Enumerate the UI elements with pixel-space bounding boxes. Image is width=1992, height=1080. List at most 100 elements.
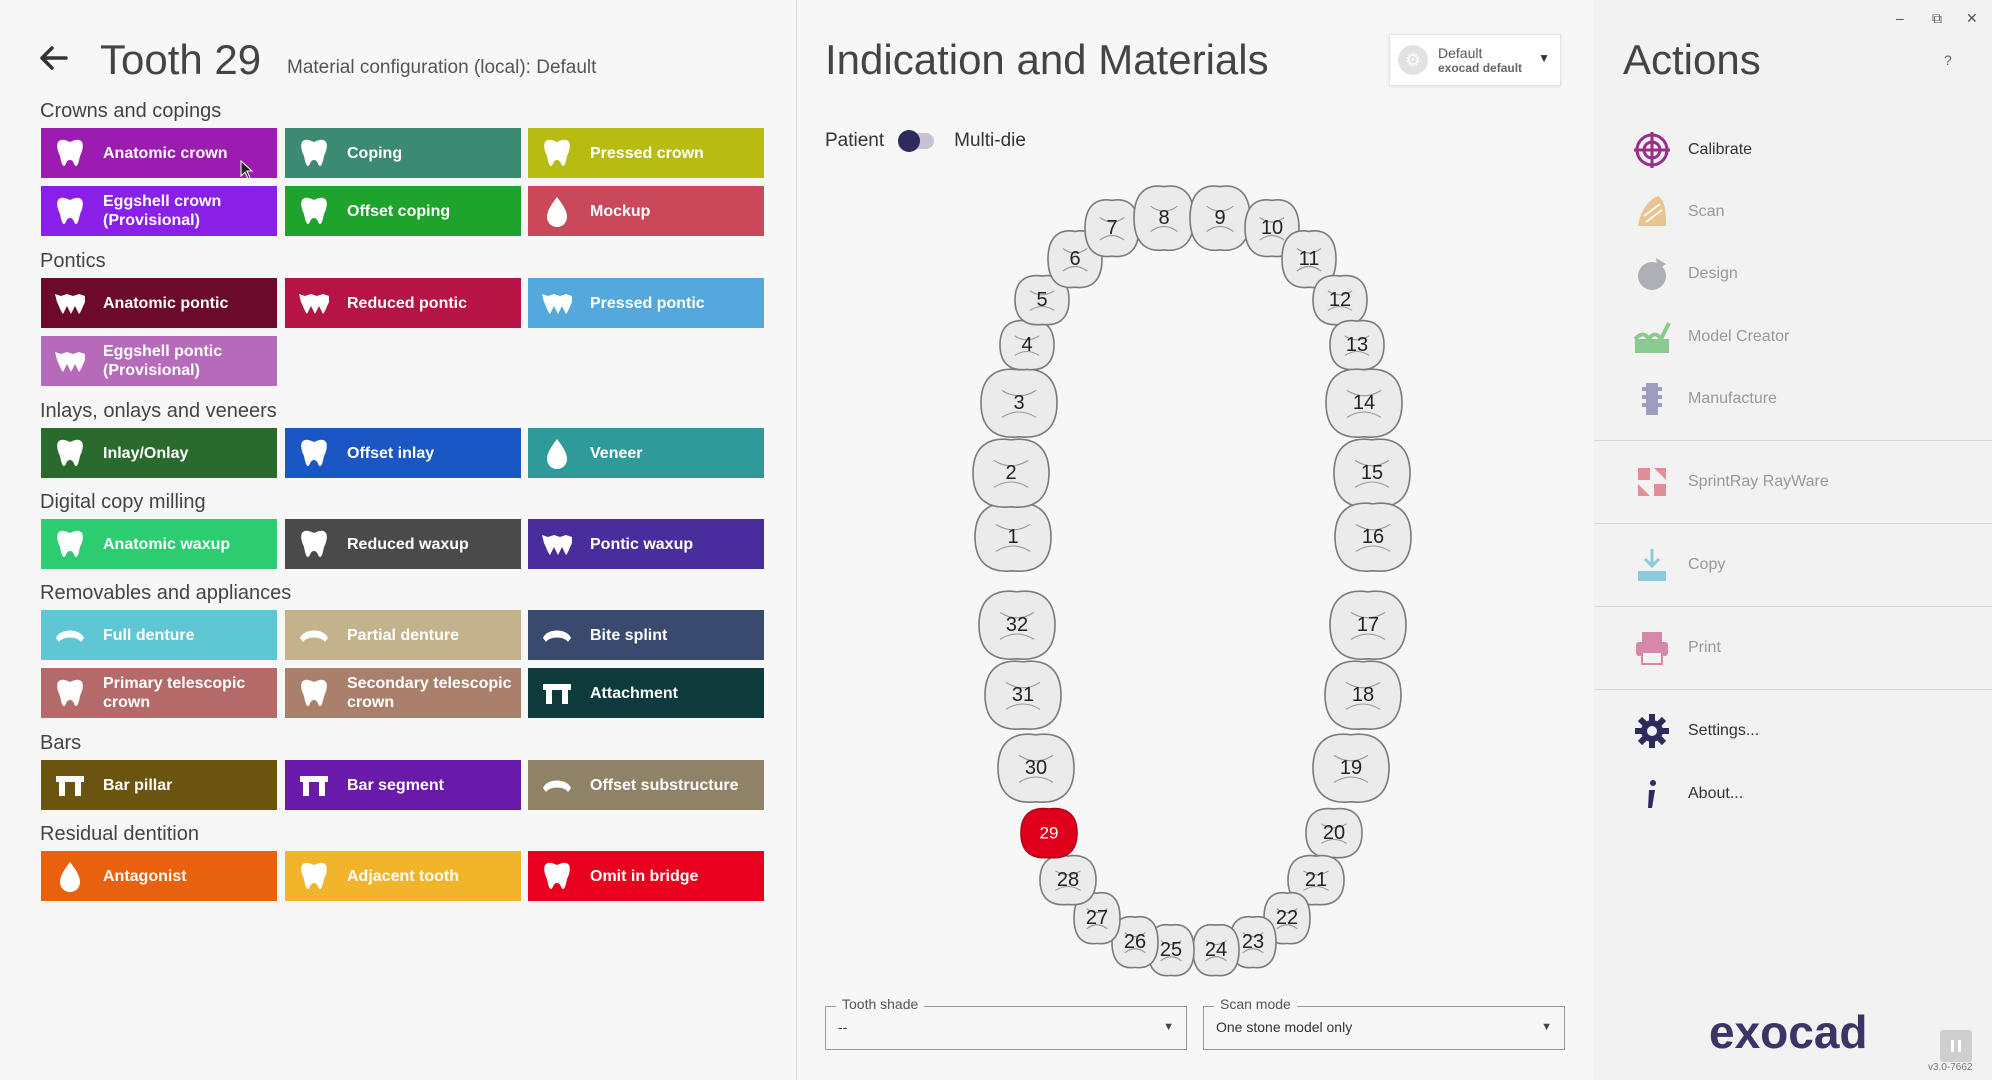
material-button-veneer[interactable]: Veneer [528,428,764,478]
material-button-partial-denture[interactable]: Partial denture [285,610,521,660]
tooth-outline [1147,923,1195,977]
tooth-16[interactable]: 16 [1334,502,1412,573]
tooth-15[interactable]: 15 [1333,438,1411,509]
material-button-label: Full denture [103,626,195,644]
material-button-secondary-telescopic-crown[interactable]: Secondary telescopic crown [285,668,521,718]
material-button-pressed-pontic[interactable]: Pressed pontic [528,278,764,328]
minimize-icon[interactable]: – [1896,10,1904,26]
tooth-17[interactable]: 17 [1329,590,1407,661]
tooth-14[interactable]: 14 [1325,368,1403,439]
tooth-25[interactable]: 25 [1147,923,1195,977]
patient-multidie-toggle[interactable] [898,130,935,152]
material-button-anatomic-pontic[interactable]: Anatomic pontic [41,278,277,328]
action-scan[interactable]: Scan [1630,188,1724,236]
tooth-18[interactable]: 18 [1324,660,1402,731]
tooth-groove [1346,389,1382,418]
material-button-inlay-onlay[interactable]: Inlay/Onlay [41,428,277,478]
action-calibrate[interactable]: Calibrate [1630,126,1752,174]
action-manufacture[interactable]: Manufacture [1630,375,1777,423]
restore-icon[interactable]: ⧉ [1932,10,1942,26]
material-button-offset-coping[interactable]: Offset coping [285,186,521,236]
material-button-bite-splint[interactable]: Bite splint [528,610,764,660]
tooth-1[interactable]: 1 [974,502,1052,573]
tooth-26[interactable]: 26 [1111,915,1159,969]
material-button-bar-pillar[interactable]: Bar pillar [41,760,277,810]
material-button-anatomic-waxup[interactable]: Anatomic waxup [41,519,277,569]
tooth-groove [1296,248,1322,272]
tooth-29[interactable]: 29 [1020,807,1078,859]
pause-icon[interactable] [1940,1030,1972,1062]
tooth-groove [995,523,1031,552]
action-design[interactable]: Design [1630,250,1738,298]
offset-coping-icon [295,192,333,230]
material-button-eggshell-crown-provisional[interactable]: Eggshell crown (Provisional) [41,186,277,236]
tooth-groove [999,611,1035,640]
tooth-22[interactable]: 22 [1263,891,1311,945]
material-button-pressed-crown[interactable]: Pressed crown [528,128,764,178]
material-button-primary-telescopic-crown[interactable]: Primary telescopic crown [41,668,277,718]
tooth-7[interactable]: 7 [1084,199,1140,258]
scan-mode-value: One stone model only [1216,1019,1353,1035]
tooth-28[interactable]: 28 [1039,854,1097,906]
tooth-9[interactable]: 9 [1189,185,1251,252]
scan-mode-select[interactable]: Scan mode One stone model only ▼ [1203,996,1565,1050]
action-model-creator[interactable]: Model Creator [1630,313,1789,361]
arrow-left-icon[interactable] [36,40,76,80]
tooth-4[interactable]: 4 [999,319,1055,371]
indication-panel: Indication and Materials ⚙ Default exoca… [798,0,1594,1080]
material-button-reduced-pontic[interactable]: Reduced pontic [285,278,521,328]
tooth-2[interactable]: 2 [972,438,1050,509]
material-button-bar-segment[interactable]: Bar segment [285,760,521,810]
tooth-number: 12 [1329,289,1351,311]
tooth-groove [1355,523,1391,552]
tooth-groove [1303,870,1329,891]
action-sprintray-rayware[interactable]: SprintRay RayWare [1630,458,1829,506]
material-button-adjacent-tooth[interactable]: Adjacent tooth [285,851,521,901]
pontic-icon [51,284,89,322]
material-button-pontic-waxup[interactable]: Pontic waxup [528,519,764,569]
material-button-mockup[interactable]: Mockup [528,186,764,236]
material-button-antagonist[interactable]: Antagonist [41,851,277,901]
tooth-24[interactable]: 24 [1192,923,1240,977]
material-button-coping[interactable]: Coping [285,128,521,178]
tooth-32[interactable]: 32 [978,590,1056,661]
material-button-label: Anatomic pontic [103,294,229,312]
help-icon[interactable]: ? [1944,52,1952,68]
material-button-anatomic-crown[interactable]: Anatomic crown [41,128,277,178]
close-icon[interactable]: ✕ [1966,10,1978,26]
tooth-number: 15 [1361,462,1383,484]
tooth-31[interactable]: 31 [984,660,1062,731]
material-button-label: Offset coping [347,202,451,220]
material-button-reduced-waxup[interactable]: Reduced waxup [285,519,521,569]
material-button-eggshell-pontic-provisional[interactable]: Eggshell pontic (Provisional) [41,336,277,386]
action-about[interactable]: About... [1630,770,1743,818]
manufacture-icon [1630,377,1674,421]
tooth-11[interactable]: 11 [1281,230,1337,289]
tooth-13[interactable]: 13 [1329,319,1385,371]
tooth-groove [993,459,1029,488]
tooth-30[interactable]: 30 [997,733,1075,804]
preset-sub: exocad default [1438,61,1523,75]
tooth-27[interactable]: 27 [1073,891,1121,945]
material-button-full-denture[interactable]: Full denture [41,610,277,660]
tooth-20[interactable]: 20 [1305,807,1363,859]
preset-dropdown[interactable]: ⚙ Default exocad default ▼ [1389,34,1561,86]
tooth-3[interactable]: 3 [980,368,1058,439]
action-settings[interactable]: Settings... [1630,707,1759,755]
material-button-offset-substructure[interactable]: Offset substructure [528,760,764,810]
attachment-icon [538,674,576,712]
material-button-offset-inlay[interactable]: Offset inlay [285,428,521,478]
action-print[interactable]: Print [1630,624,1721,672]
tooth-shade-select[interactable]: Tooth shade -- ▼ [825,996,1187,1050]
tooth-8[interactable]: 8 [1133,185,1195,252]
material-button-attachment[interactable]: Attachment [528,668,764,718]
tooth-19[interactable]: 19 [1312,733,1390,804]
tooth-groove [1160,940,1182,962]
action-copy[interactable]: Copy [1630,541,1725,589]
tooth-5[interactable]: 5 [1014,274,1070,326]
tooth-12[interactable]: 12 [1312,274,1368,326]
tooth-23[interactable]: 23 [1229,915,1277,969]
material-button-omit-in-bridge[interactable]: Omit in bridge [528,851,764,901]
material-button-label: Eggshell pontic (Provisional) [103,343,223,379]
